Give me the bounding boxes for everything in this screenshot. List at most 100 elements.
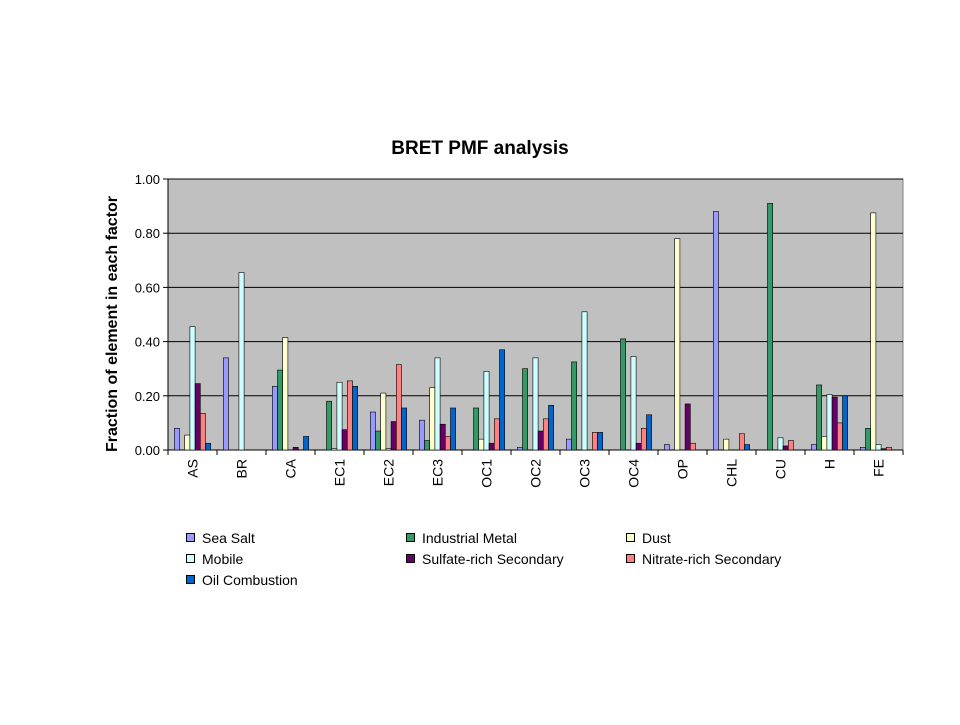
bar-13-1 (816, 384, 822, 451)
y-tick-label: 1.00 (135, 172, 160, 187)
bar-4-4 (390, 421, 397, 451)
x-tick-label: BR (234, 459, 250, 478)
x-tick-label: CHL (724, 459, 740, 487)
bar-7-5 (542, 418, 549, 451)
legend-label: Oil Combustion (202, 571, 298, 588)
bar-2-1 (277, 369, 283, 451)
bar-2-4 (292, 446, 299, 451)
bar-11-0 (712, 211, 719, 451)
bar-5-0 (418, 419, 425, 451)
bar-7-4 (537, 430, 544, 451)
bar-8-5 (591, 432, 598, 451)
bar-0-3 (189, 326, 196, 451)
bar-8-6 (597, 432, 603, 451)
bar-13-2 (821, 436, 828, 451)
x-tick-label: OC1 (479, 459, 495, 488)
bar-12-1 (767, 203, 773, 451)
x-tick-label: CU (773, 459, 789, 479)
bar-3-1 (326, 400, 332, 451)
x-tick-label: H (822, 459, 838, 469)
bar-4-1 (375, 430, 381, 451)
bar-2-0 (271, 386, 278, 451)
legend-item: Mobile (186, 549, 406, 568)
y-tick-label: 0.40 (135, 335, 160, 350)
bar-14-0 (859, 446, 866, 451)
x-tick-label: OP (675, 459, 691, 479)
x-tick-label: OC3 (577, 459, 593, 488)
bar-5-2 (429, 387, 436, 451)
x-tick-label: EC3 (430, 459, 446, 486)
legend-label: Industrial Metal (422, 529, 517, 546)
legend-swatch (186, 533, 195, 542)
x-tick-label: OC2 (528, 459, 544, 488)
legend-label: Dust (642, 529, 671, 546)
bar-13-6 (842, 395, 848, 451)
bar-13-3 (826, 394, 833, 451)
bar-14-2 (870, 212, 877, 451)
bar-7-0 (516, 446, 523, 451)
bar-0-2 (184, 434, 191, 451)
bar-11-5 (738, 433, 745, 451)
bar-4-2 (380, 392, 387, 451)
bar-13-5 (836, 422, 843, 451)
legend-swatch (406, 533, 415, 542)
legend-item: Oil Combustion (186, 570, 406, 589)
bar-13-0 (810, 444, 817, 451)
bar-6-4 (488, 442, 495, 451)
bar-4-3 (385, 448, 392, 451)
y-tick-label: 0.20 (135, 389, 160, 404)
legend-swatch (626, 533, 635, 542)
bar-6-2 (478, 438, 485, 451)
bar-6-5 (493, 418, 500, 451)
legend-swatch (406, 554, 415, 563)
bar-12-4 (782, 445, 789, 451)
x-tick-label: FE (871, 459, 887, 477)
bar-0-4 (194, 383, 201, 451)
bar-11-2 (723, 438, 730, 451)
y-axis-label: Fraction of element in each factor (104, 196, 121, 452)
legend-swatch (626, 554, 635, 563)
legend-label: Mobile (202, 550, 244, 567)
bar-10-4 (684, 403, 691, 451)
bar-9-3 (630, 356, 637, 451)
bar-5-1 (424, 440, 430, 451)
bar-3-6 (352, 386, 358, 451)
bar-14-4 (880, 448, 887, 451)
y-tick-label: 0.00 (135, 443, 160, 458)
x-tick-label: CA (283, 458, 299, 478)
bar-3-4 (341, 429, 348, 451)
bar-14-3 (875, 444, 882, 451)
bar-6-1 (473, 407, 479, 451)
legend-label: Sea Salt (202, 529, 255, 546)
bar-3-5 (346, 380, 353, 451)
bar-0-5 (200, 413, 206, 451)
bar-10-5 (689, 442, 696, 451)
legend-swatch (186, 575, 195, 584)
bar-13-4 (831, 396, 838, 451)
legend-item: Sea Salt (186, 528, 406, 547)
bar-7-6 (548, 404, 554, 451)
bar-4-0 (369, 411, 376, 451)
bar-2-6 (303, 436, 309, 451)
legend-item: Dust (626, 528, 856, 547)
bar-9-1 (620, 338, 626, 451)
bar-8-1 (571, 361, 577, 451)
bar-4-5 (395, 364, 402, 451)
bar-0-0 (174, 428, 180, 451)
bar-9-5 (640, 428, 647, 451)
bar-5-6 (450, 407, 456, 451)
bar-8-0 (565, 438, 572, 451)
chart-legend: Sea Salt Industrial Metal Dust Mobile Sulfat… (186, 528, 886, 589)
x-tick-label: EC2 (381, 459, 397, 486)
bar-6-6 (499, 349, 505, 451)
bar-8-3 (581, 311, 588, 451)
bar-9-6 (646, 414, 652, 451)
legend-label: Sulfate-rich Secondary (422, 550, 564, 567)
x-tick-label: OC4 (626, 459, 642, 488)
bar-5-4 (439, 423, 446, 451)
bar-11-6 (744, 444, 750, 451)
bar-10-0 (663, 444, 670, 451)
bar-10-2 (674, 238, 681, 451)
